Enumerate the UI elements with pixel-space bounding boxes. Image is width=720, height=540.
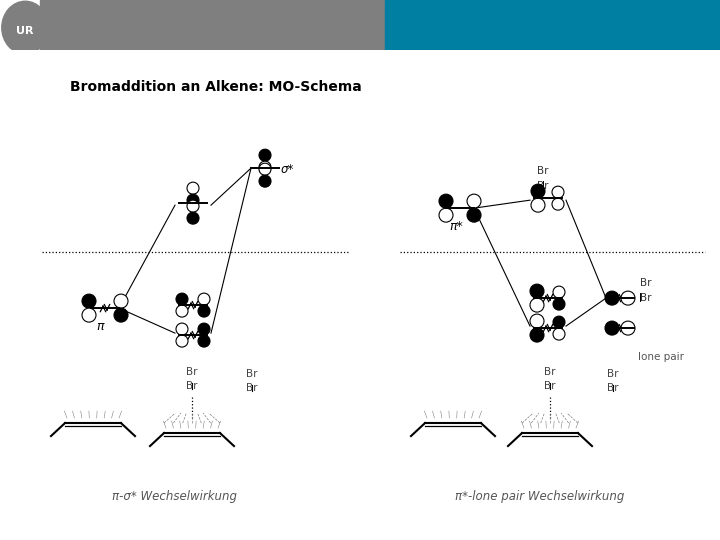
- Text: σ*: σ*: [281, 163, 294, 176]
- Circle shape: [605, 321, 619, 335]
- Text: π*-lone pair Wechselwirkung: π*-lone pair Wechselwirkung: [455, 490, 625, 503]
- Circle shape: [530, 328, 544, 342]
- Text: Br: Br: [607, 383, 618, 393]
- Circle shape: [114, 308, 128, 322]
- Circle shape: [259, 163, 271, 175]
- Bar: [40, 0, 385, 50]
- Circle shape: [605, 291, 619, 305]
- Circle shape: [530, 314, 544, 328]
- Circle shape: [553, 328, 565, 340]
- Text: lone pair: lone pair: [638, 352, 684, 362]
- Text: Br: Br: [246, 383, 258, 393]
- Circle shape: [198, 293, 210, 305]
- Text: Br: Br: [607, 369, 618, 379]
- Circle shape: [259, 175, 271, 187]
- Circle shape: [187, 194, 199, 206]
- Circle shape: [530, 298, 544, 312]
- Circle shape: [467, 208, 481, 222]
- Circle shape: [176, 323, 188, 335]
- Circle shape: [176, 335, 188, 347]
- Text: π*: π*: [449, 220, 463, 233]
- Circle shape: [187, 200, 199, 212]
- Text: Br: Br: [640, 278, 652, 288]
- Circle shape: [553, 298, 565, 310]
- Circle shape: [531, 184, 545, 198]
- Circle shape: [552, 186, 564, 198]
- Circle shape: [621, 321, 635, 335]
- Circle shape: [82, 308, 96, 322]
- Circle shape: [439, 194, 453, 208]
- Circle shape: [176, 293, 188, 305]
- Circle shape: [531, 198, 545, 212]
- Ellipse shape: [2, 1, 49, 54]
- Circle shape: [114, 294, 128, 308]
- Circle shape: [187, 212, 199, 224]
- Circle shape: [259, 161, 271, 173]
- Text: Br: Br: [544, 381, 556, 391]
- Circle shape: [198, 323, 210, 335]
- Text: Br: Br: [186, 367, 198, 377]
- Text: Br: Br: [544, 367, 556, 377]
- Circle shape: [467, 194, 481, 208]
- Circle shape: [198, 305, 210, 317]
- Text: π-σ* Wechselwirkung: π-σ* Wechselwirkung: [112, 490, 238, 503]
- Circle shape: [187, 182, 199, 194]
- Circle shape: [259, 149, 271, 161]
- Text: Br: Br: [246, 369, 258, 379]
- Text: Bromaddition an Alkene: MO-Schema: Bromaddition an Alkene: MO-Schema: [70, 80, 361, 94]
- Text: Br: Br: [186, 381, 198, 391]
- Circle shape: [198, 335, 210, 347]
- Circle shape: [552, 198, 564, 210]
- Circle shape: [82, 294, 96, 308]
- Text: UR: UR: [16, 26, 33, 36]
- Text: π: π: [96, 320, 104, 333]
- Bar: [385, 0, 720, 50]
- Text: Br: Br: [537, 166, 549, 176]
- Text: Br: Br: [537, 181, 549, 191]
- Circle shape: [553, 286, 565, 298]
- Circle shape: [176, 305, 188, 317]
- Circle shape: [530, 284, 544, 298]
- Circle shape: [621, 291, 635, 305]
- Circle shape: [553, 316, 565, 328]
- Circle shape: [439, 208, 453, 222]
- Text: Br: Br: [640, 293, 652, 303]
